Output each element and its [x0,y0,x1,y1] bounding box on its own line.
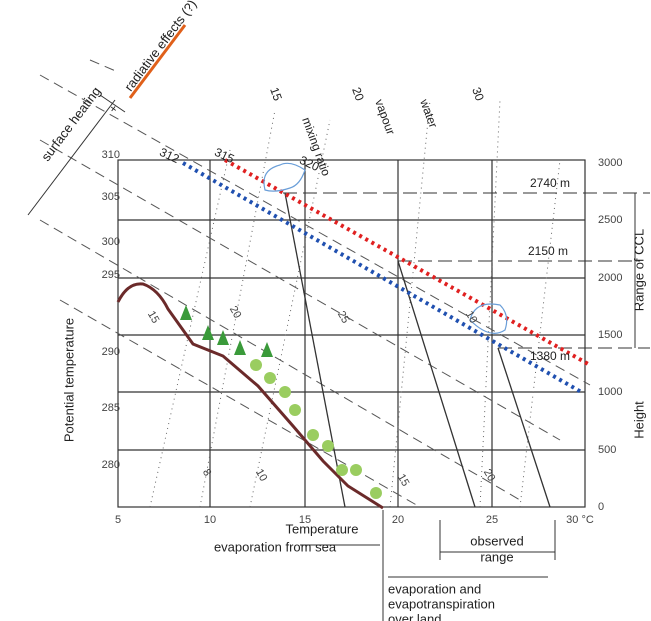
x-axis-title: Temperature [286,521,359,536]
ccl-label: Range of CCL [631,229,646,311]
y-tick-label: 285 [102,402,120,414]
land-note: over land [388,611,441,621]
y2-tick-label: 2500 [598,214,622,226]
y2-tick-label: 1500 [598,329,622,341]
y-tick-label: 300 [102,236,120,248]
y2-axis-title: Height [631,401,646,439]
sea-note: evaporation from sea [214,539,337,554]
level-label: 1380 m [530,349,570,363]
x-tick-label: 20 [392,514,404,526]
y-tick-label: 305 [102,191,120,203]
y2-tick-label: 0 [598,501,604,513]
observed-note: observed [470,533,523,548]
y-tick-label: 290 [102,346,120,358]
x-tick-label: 30 °C [566,514,594,526]
diagram: radiative effects (?)+surface heating15m… [0,0,651,621]
y-tick-label: 295 [102,269,120,281]
observed-note: range [480,549,513,564]
page: {"annotations":{"radiative_effects":"rad… [0,0,651,621]
y2-tick-label: 3000 [598,157,622,169]
y2-tick-label: 2000 [598,272,622,284]
y-tick-label: 310 [102,149,120,161]
level-label: 2740 m [530,176,570,190]
x-tick-label: 5 [115,514,121,526]
y2-tick-label: 1000 [598,386,622,398]
x-tick-label: 25 [486,514,498,526]
x-tick-label: 10 [204,514,216,526]
level-label: 2150 m [528,244,568,258]
y-tick-label: 280 [102,459,120,471]
y-axis-title: Potential temperature [61,318,76,442]
land-note: evaporation and [388,581,481,596]
land-note: evapotranspiration [388,596,495,611]
y2-tick-label: 500 [598,444,616,456]
